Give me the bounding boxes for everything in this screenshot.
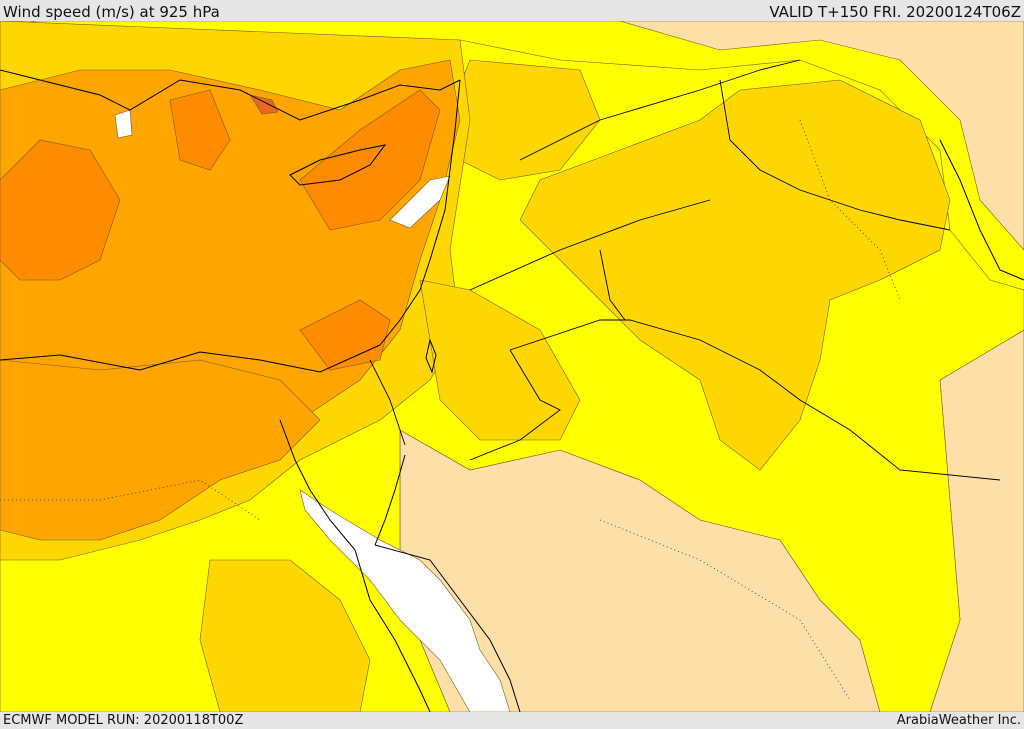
border-jordan-saudi [509,319,1001,481]
model-run: ECMWF MODEL RUN: 20200118T00Z [3,713,244,728]
wind-band-darkorange-core [249,94,279,115]
map-title: Wind speed (m/s) at 925 hPa [3,3,220,21]
coast-dead-sea [425,338,437,374]
border-jordan-south [469,349,561,461]
coast-egypt-north [0,344,381,373]
calm-white-north [114,109,133,139]
border-syria-iraq [519,59,801,161]
header-bar [0,0,1024,21]
wind-speed-map [0,21,1024,712]
wind-band-darkorange-center [169,89,231,171]
footer-bar [0,712,1024,729]
wind-band-gold-east [519,79,951,471]
border-syria-jordan [469,199,711,291]
border-iran-iraq [719,79,951,231]
border-iraq-internal [799,119,901,301]
wind-band-orange-egypt [0,359,321,541]
internal-borders [0,119,901,701]
coast-red-sea-west [354,549,431,712]
calm-white-red-sea [299,489,511,712]
wind-band-darkorange-west [0,139,121,281]
calm-region-north [20,21,1024,251]
coast-red-sea-east [374,544,521,712]
map-canvas [0,21,1024,712]
wind-band-darkorange-east [299,299,391,371]
coast-anatolia [0,69,461,121]
wind-band-darkorange-cyprus [299,89,441,231]
borders [369,59,1001,481]
valid-time: VALID T+150 FRI. 20200124T06Z [769,3,1021,21]
calm-white-near-cyprus [389,175,451,229]
border-egypt-israel [369,359,406,446]
credit: ArabiaWeather Inc. [896,713,1021,728]
coast-persian-gulf [939,139,1024,281]
coast-gulf-suez [279,419,356,551]
coast-levant [379,79,461,346]
coast-gulf-aqaba [374,454,406,546]
coastlines [0,69,1024,712]
border-iraq-saudi [599,249,626,321]
wind-band-gold-south [199,559,371,712]
coast-cyprus [289,144,387,186]
